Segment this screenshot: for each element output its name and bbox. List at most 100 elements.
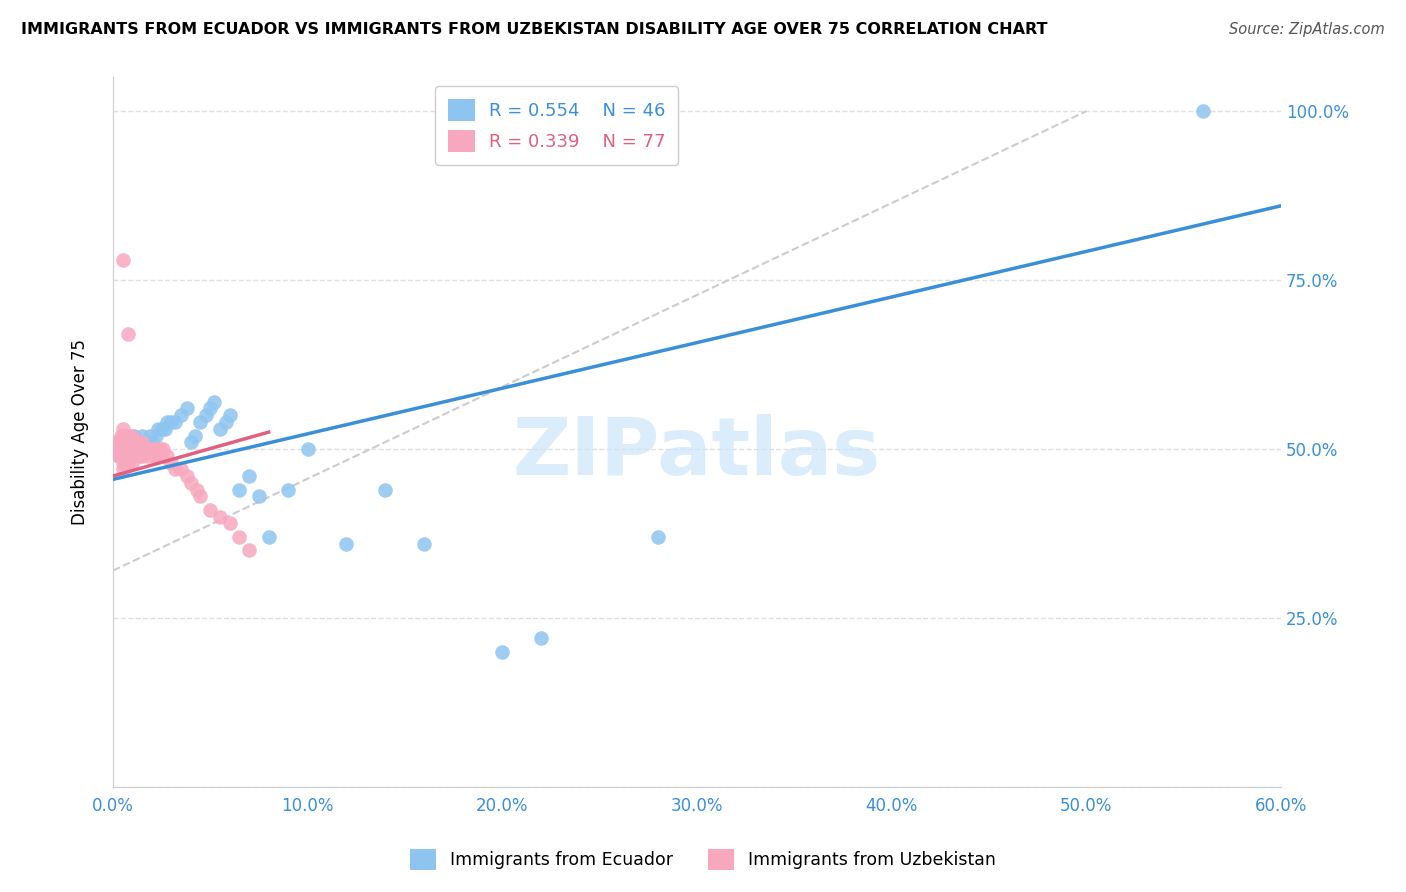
Point [114,456,136,470]
Point [142,449,165,463]
Point [107,449,129,463]
Point [110,449,132,463]
Point [110,442,132,456]
Point [413,536,436,550]
Point [117,456,139,470]
Point [107,449,129,463]
Point [121,435,143,450]
Point [131,449,153,463]
Point [152,442,174,456]
Point [114,428,136,442]
Point [117,442,139,456]
Point [170,462,193,476]
Point [122,428,145,442]
Point [141,435,163,450]
Point [121,428,143,442]
Point [135,442,157,456]
Point [180,475,202,490]
Point [129,442,152,456]
Point [105,435,128,450]
Point [215,415,238,429]
Point [155,422,177,436]
Point [129,449,152,463]
Point [114,435,136,450]
Point [491,645,513,659]
Y-axis label: Disability Age Over 75: Disability Age Over 75 [72,339,89,525]
Point [111,422,134,436]
Point [297,442,319,456]
Point [165,462,187,476]
Point [198,503,221,517]
Point [117,327,139,342]
Point [111,442,134,456]
Point [122,442,145,456]
Point [115,442,138,456]
Point [202,394,225,409]
Point [257,530,280,544]
Point [129,442,152,456]
Point [198,401,221,416]
Point [111,252,134,267]
Point [115,435,138,450]
Point [120,442,142,456]
Point [195,409,218,423]
Point [165,415,187,429]
Legend: Immigrants from Ecuador, Immigrants from Uzbekistan: Immigrants from Ecuador, Immigrants from… [402,840,1004,879]
Point [146,422,169,436]
Point [647,530,669,544]
Point [156,415,179,429]
Point [277,483,299,497]
Point [115,435,138,450]
Point [111,462,134,476]
Point [111,435,134,450]
Point [190,415,212,429]
Point [107,435,129,450]
Point [117,435,139,450]
Point [1192,104,1215,119]
Point [238,469,260,483]
Point [176,401,198,416]
Point [156,449,179,463]
Point [208,422,231,436]
Point [218,409,240,423]
Point [127,442,149,456]
Legend: R = 0.554    N = 46, R = 0.339    N = 77: R = 0.554 N = 46, R = 0.339 N = 77 [434,87,678,165]
Point [139,442,162,456]
Point [127,435,149,450]
Point [190,489,212,503]
Point [105,442,128,456]
Point [132,435,155,450]
Point [247,489,270,503]
Point [150,422,173,436]
Text: ZIPatlas: ZIPatlas [513,415,882,492]
Point [107,442,129,456]
Point [131,442,153,456]
Point [117,428,139,442]
Point [335,536,357,550]
Point [180,435,202,450]
Point [150,449,173,463]
Point [117,442,139,456]
Point [121,442,143,456]
Point [228,530,250,544]
Point [136,449,159,463]
Point [111,456,134,470]
Point [146,449,169,463]
Point [117,442,139,456]
Point [127,435,149,450]
Point [120,449,142,463]
Point [160,415,183,429]
Point [115,449,138,463]
Point [110,442,132,456]
Text: IMMIGRANTS FROM ECUADOR VS IMMIGRANTS FROM UZBEKISTAN DISABILITY AGE OVER 75 COR: IMMIGRANTS FROM ECUADOR VS IMMIGRANTS FR… [21,22,1047,37]
Point [145,442,167,456]
Point [145,428,167,442]
Point [125,442,148,456]
Point [141,442,163,456]
Point [228,483,250,497]
Point [114,442,136,456]
Point [121,435,143,450]
Point [121,449,143,463]
Point [218,516,240,531]
Point [111,442,134,456]
